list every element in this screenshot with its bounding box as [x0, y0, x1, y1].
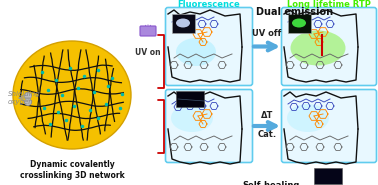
Text: Fluorescence: Fluorescence	[178, 0, 240, 9]
Ellipse shape	[13, 41, 131, 149]
Text: ΔT: ΔT	[261, 111, 273, 120]
FancyBboxPatch shape	[288, 14, 310, 33]
FancyBboxPatch shape	[166, 90, 253, 162]
Ellipse shape	[176, 38, 216, 66]
Text: UV off: UV off	[252, 29, 282, 38]
FancyBboxPatch shape	[176, 91, 204, 107]
Ellipse shape	[171, 104, 213, 132]
Ellipse shape	[292, 18, 306, 28]
Ellipse shape	[176, 18, 190, 28]
Text: UV on: UV on	[135, 48, 161, 57]
Text: Long lifetime RTP: Long lifetime RTP	[287, 0, 371, 9]
FancyBboxPatch shape	[282, 8, 376, 85]
Text: Cat.: Cat.	[257, 130, 277, 139]
Text: Shielding
oxygen: Shielding oxygen	[8, 91, 41, 105]
Text: Dual emission: Dual emission	[256, 7, 333, 17]
Circle shape	[25, 98, 31, 105]
FancyBboxPatch shape	[282, 90, 376, 162]
FancyBboxPatch shape	[314, 168, 342, 184]
Ellipse shape	[287, 104, 329, 132]
Text: Self-healing: Self-healing	[242, 181, 300, 185]
FancyBboxPatch shape	[172, 14, 195, 33]
Ellipse shape	[291, 31, 345, 65]
FancyBboxPatch shape	[166, 8, 253, 85]
Text: Dynamic covalently
crosslinking 3D network: Dynamic covalently crosslinking 3D netwo…	[20, 160, 124, 180]
Circle shape	[25, 92, 31, 100]
FancyBboxPatch shape	[140, 26, 156, 36]
